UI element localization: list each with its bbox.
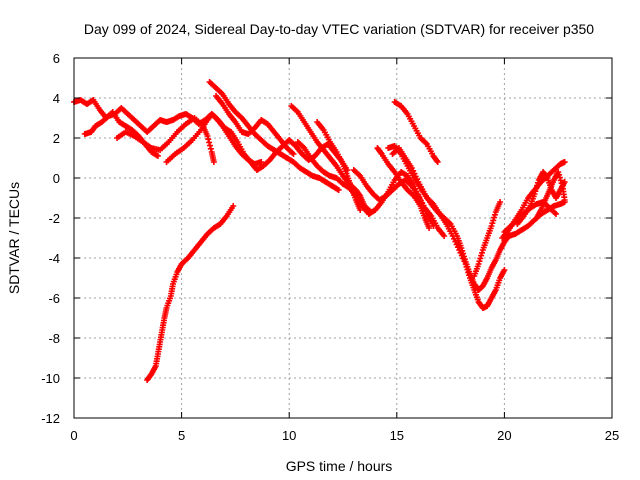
data-point bbox=[290, 151, 297, 157]
x-tick-label: 0 bbox=[70, 428, 77, 443]
series-track-13 bbox=[471, 199, 504, 279]
data-point bbox=[426, 225, 433, 231]
data-point bbox=[206, 139, 213, 146]
data-point bbox=[501, 267, 508, 273]
series-track-20 bbox=[501, 199, 560, 235]
data-point bbox=[434, 159, 441, 165]
data-point bbox=[204, 133, 211, 139]
y-tick-label: -10 bbox=[41, 371, 60, 386]
x-tick-label: 25 bbox=[605, 428, 619, 443]
data-point bbox=[335, 187, 342, 193]
y-tick-label: 6 bbox=[53, 51, 60, 66]
y-tick-label: 2 bbox=[53, 131, 60, 146]
y-tick-label: -8 bbox=[48, 331, 60, 346]
y-tick-label: 0 bbox=[53, 171, 60, 186]
plot-frame bbox=[73, 57, 613, 419]
series-track-8 bbox=[288, 103, 374, 215]
data-point bbox=[210, 159, 217, 165]
series-track-14 bbox=[391, 99, 441, 165]
series-track-19 bbox=[533, 169, 568, 221]
y-tick-label: 4 bbox=[53, 91, 60, 106]
x-tick-label: 20 bbox=[497, 428, 511, 443]
series-track-3 bbox=[114, 115, 217, 165]
data-point bbox=[154, 153, 161, 159]
x-tick-label: 15 bbox=[390, 428, 404, 443]
data-point bbox=[561, 197, 568, 203]
series-track-7 bbox=[144, 203, 237, 383]
data-point bbox=[497, 199, 504, 205]
chart-title: Day 099 of 2024, Sidereal Day-to-day VTE… bbox=[84, 21, 594, 37]
y-tick-label: -2 bbox=[48, 211, 60, 226]
y-tick-label: -6 bbox=[48, 291, 60, 306]
series-track-16 bbox=[350, 167, 448, 239]
data-point bbox=[207, 142, 214, 149]
data-point bbox=[561, 159, 568, 165]
data-point bbox=[476, 258, 483, 265]
data-point bbox=[207, 145, 214, 152]
x-tick-label: 5 bbox=[178, 428, 185, 443]
data-point bbox=[441, 233, 448, 239]
data-point bbox=[553, 211, 560, 217]
y-tick-label: -4 bbox=[48, 251, 60, 266]
data-point bbox=[460, 253, 467, 260]
data-point bbox=[205, 136, 212, 143]
series-track-4 bbox=[163, 111, 265, 167]
x-tick-label: 10 bbox=[282, 428, 296, 443]
y-axis-label: SDTVAR / TECUs bbox=[6, 182, 22, 294]
y-tick-label: -12 bbox=[41, 411, 60, 426]
data-point bbox=[258, 159, 265, 165]
x-axis-label: GPS time / hours bbox=[286, 458, 393, 474]
series-track-5 bbox=[206, 79, 342, 193]
data-point bbox=[230, 203, 237, 209]
data-point bbox=[561, 179, 568, 185]
data-series bbox=[71, 79, 568, 383]
series-track-6 bbox=[213, 93, 297, 157]
